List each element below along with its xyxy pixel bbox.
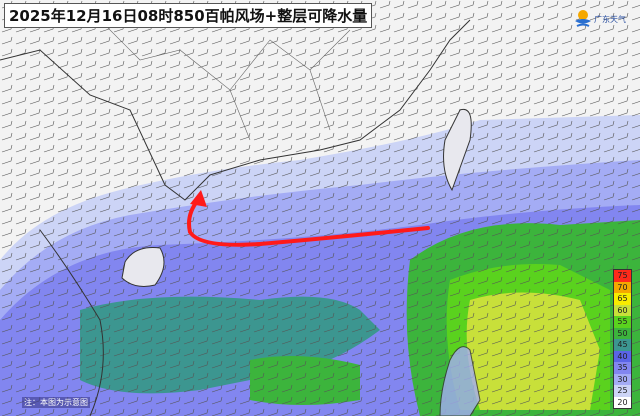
- indochina-coast: [39, 229, 104, 416]
- footnote: 注：本图为示意图: [22, 397, 90, 408]
- legend-swatch-25: 25: [614, 385, 631, 397]
- legend-swatch-50: 50: [614, 327, 631, 339]
- map-title: 2025年12月16日08时850百帕风场+整层可降水量: [4, 3, 373, 28]
- legend-swatch-35: 35: [614, 362, 631, 374]
- sun-over-wave-logo-icon: [575, 10, 591, 27]
- legend-swatch-40: 40: [614, 350, 631, 362]
- coastline-china: [0, 19, 471, 201]
- philippines-luzon: [439, 346, 481, 416]
- arrow-head: [190, 190, 207, 207]
- taiwan-island: [443, 108, 472, 192]
- logo: 广东天气: [572, 6, 638, 34]
- legend-swatch-20: 20: [614, 396, 631, 408]
- legend-swatch-45: 45: [614, 339, 631, 351]
- moisture-transport-arrow: [187, 198, 430, 247]
- precipitable-water-legend: 75 70 65 60 55 50 45 40 35 30 25 20: [613, 269, 632, 409]
- province-borders: [99, 19, 351, 141]
- legend-swatch-70: 70: [614, 281, 631, 293]
- hainan-island: [121, 247, 165, 287]
- legend-swatch-30: 30: [614, 373, 631, 385]
- logo-text: 广东天气: [594, 15, 626, 24]
- legend-swatch-55: 55: [614, 316, 631, 328]
- legend-swatch-75: 75: [614, 270, 631, 282]
- legend-swatch-60: 60: [614, 304, 631, 316]
- legend-swatch-65: 65: [614, 293, 631, 305]
